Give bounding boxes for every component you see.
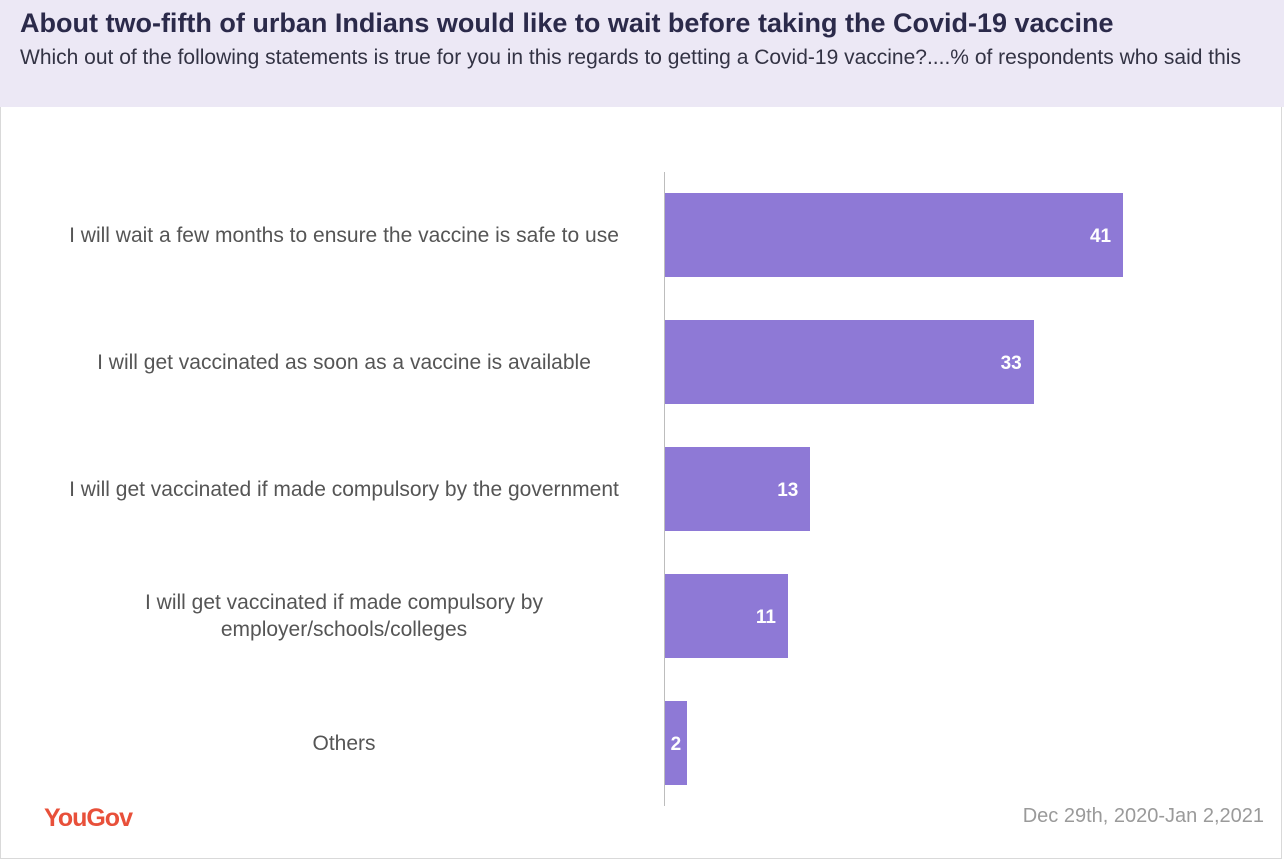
category-label: Others bbox=[312, 731, 376, 755]
bar-value-label: 11 bbox=[755, 607, 776, 628]
bar bbox=[665, 320, 1034, 404]
bar bbox=[665, 574, 788, 658]
chart-title: About two-fifth of urban Indians would l… bbox=[20, 8, 1114, 38]
category-axis-line bbox=[664, 172, 665, 806]
chart-subtitle: Which out of the following statements is… bbox=[20, 46, 1241, 69]
bar bbox=[665, 701, 688, 785]
category-label: I will get vaccinated if made compulsory… bbox=[144, 591, 543, 641]
bar-value-label: 41 bbox=[1089, 226, 1112, 247]
survey-date: Dec 29th, 2020-Jan 2,2021 bbox=[1022, 805, 1264, 827]
bar bbox=[665, 447, 811, 531]
bar-value-label: 2 bbox=[670, 734, 682, 755]
chart-header: About two-fifth of urban Indians would l… bbox=[0, 0, 1284, 107]
yougov-logo: YouGov bbox=[44, 804, 133, 832]
category-label: I will get vaccinated if made compulsory… bbox=[69, 477, 619, 501]
bar-value-label: 33 bbox=[1000, 353, 1022, 374]
category-label: I will wait a few months to ensure the v… bbox=[69, 223, 619, 247]
bar bbox=[665, 193, 1123, 277]
category-label: I will get vaccinated as soon as a vacci… bbox=[97, 350, 591, 374]
bar-value-label: 13 bbox=[777, 480, 799, 501]
